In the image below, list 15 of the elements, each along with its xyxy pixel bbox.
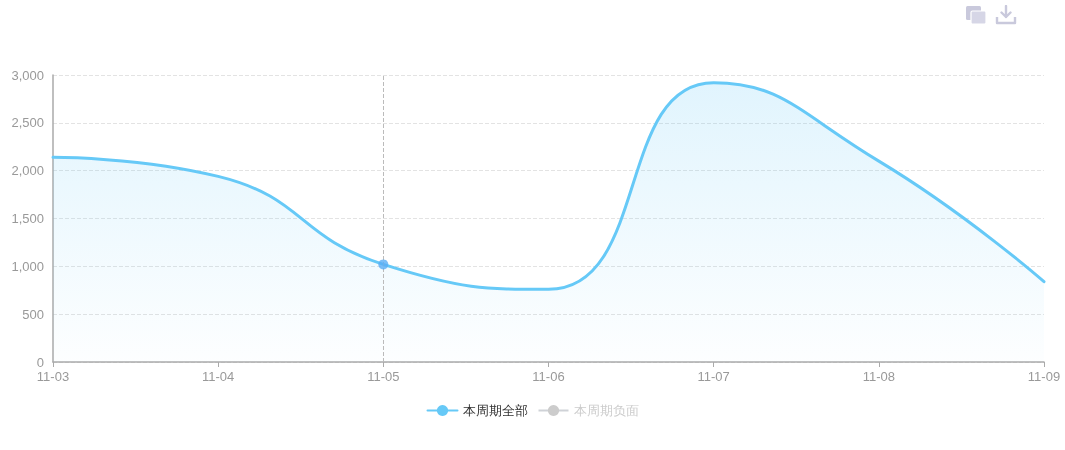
legend-label: 本周期全部 [462, 403, 528, 418]
x-tick-label: 11-03 [36, 369, 70, 384]
y-tick-label: 1,500 [11, 211, 44, 226]
y-tick-label: 0 [36, 354, 44, 370]
y-tick-label: 1,000 [11, 258, 44, 274]
x-tick-label: 11-04 [202, 369, 235, 384]
y-tick-label: 2,500 [11, 115, 44, 131]
x-tick-label: 11-09 [1027, 369, 1061, 384]
x-tick-label: 11-08 [862, 369, 895, 384]
y-tick-label: 3,000 [11, 67, 44, 83]
y-tick-label: 2,000 [11, 163, 44, 179]
x-tick-label: 11-05 [367, 369, 400, 384]
x-tick-label: 11-07 [697, 369, 730, 384]
y-tick-label: 500 [22, 306, 44, 322]
x-tick-label: 11-06 [532, 369, 565, 384]
